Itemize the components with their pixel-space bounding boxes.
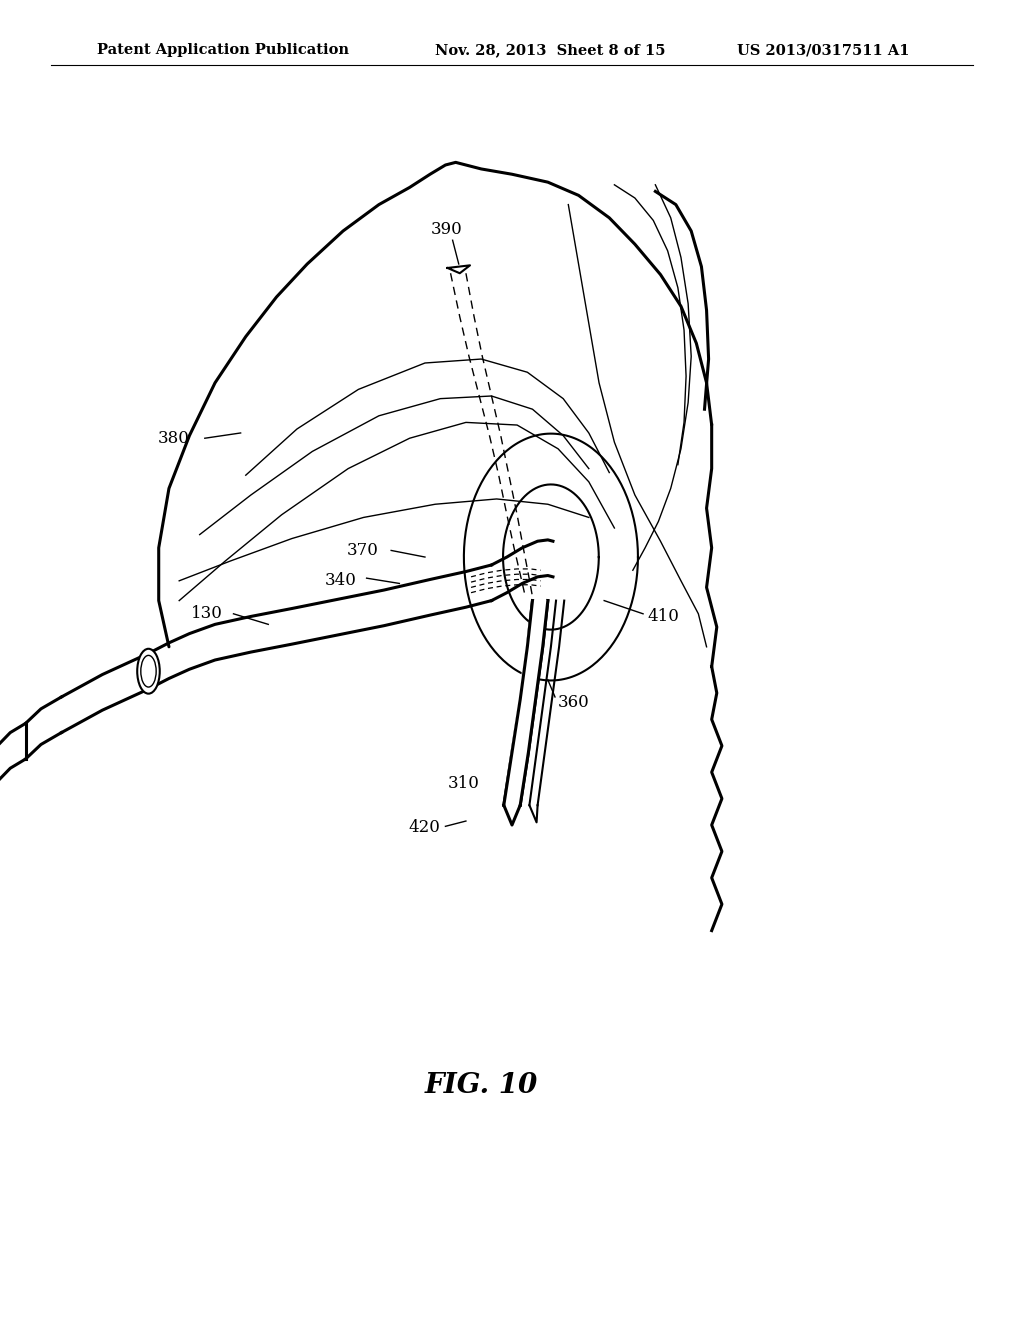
Ellipse shape (137, 648, 160, 694)
Polygon shape (447, 265, 470, 273)
Polygon shape (504, 601, 548, 805)
Text: 360: 360 (558, 694, 590, 710)
Text: 410: 410 (647, 609, 679, 624)
Text: 370: 370 (347, 543, 379, 558)
Text: 340: 340 (325, 573, 356, 589)
Text: US 2013/0317511 A1: US 2013/0317511 A1 (737, 44, 909, 57)
Text: 420: 420 (409, 820, 440, 836)
Text: FIG. 10: FIG. 10 (425, 1072, 538, 1098)
Text: Patent Application Publication: Patent Application Publication (97, 44, 349, 57)
Text: 390: 390 (430, 220, 463, 238)
Ellipse shape (140, 656, 156, 686)
Text: 380: 380 (158, 430, 189, 446)
Text: 310: 310 (447, 775, 480, 792)
Text: 130: 130 (191, 606, 223, 622)
Text: Nov. 28, 2013  Sheet 8 of 15: Nov. 28, 2013 Sheet 8 of 15 (435, 44, 666, 57)
